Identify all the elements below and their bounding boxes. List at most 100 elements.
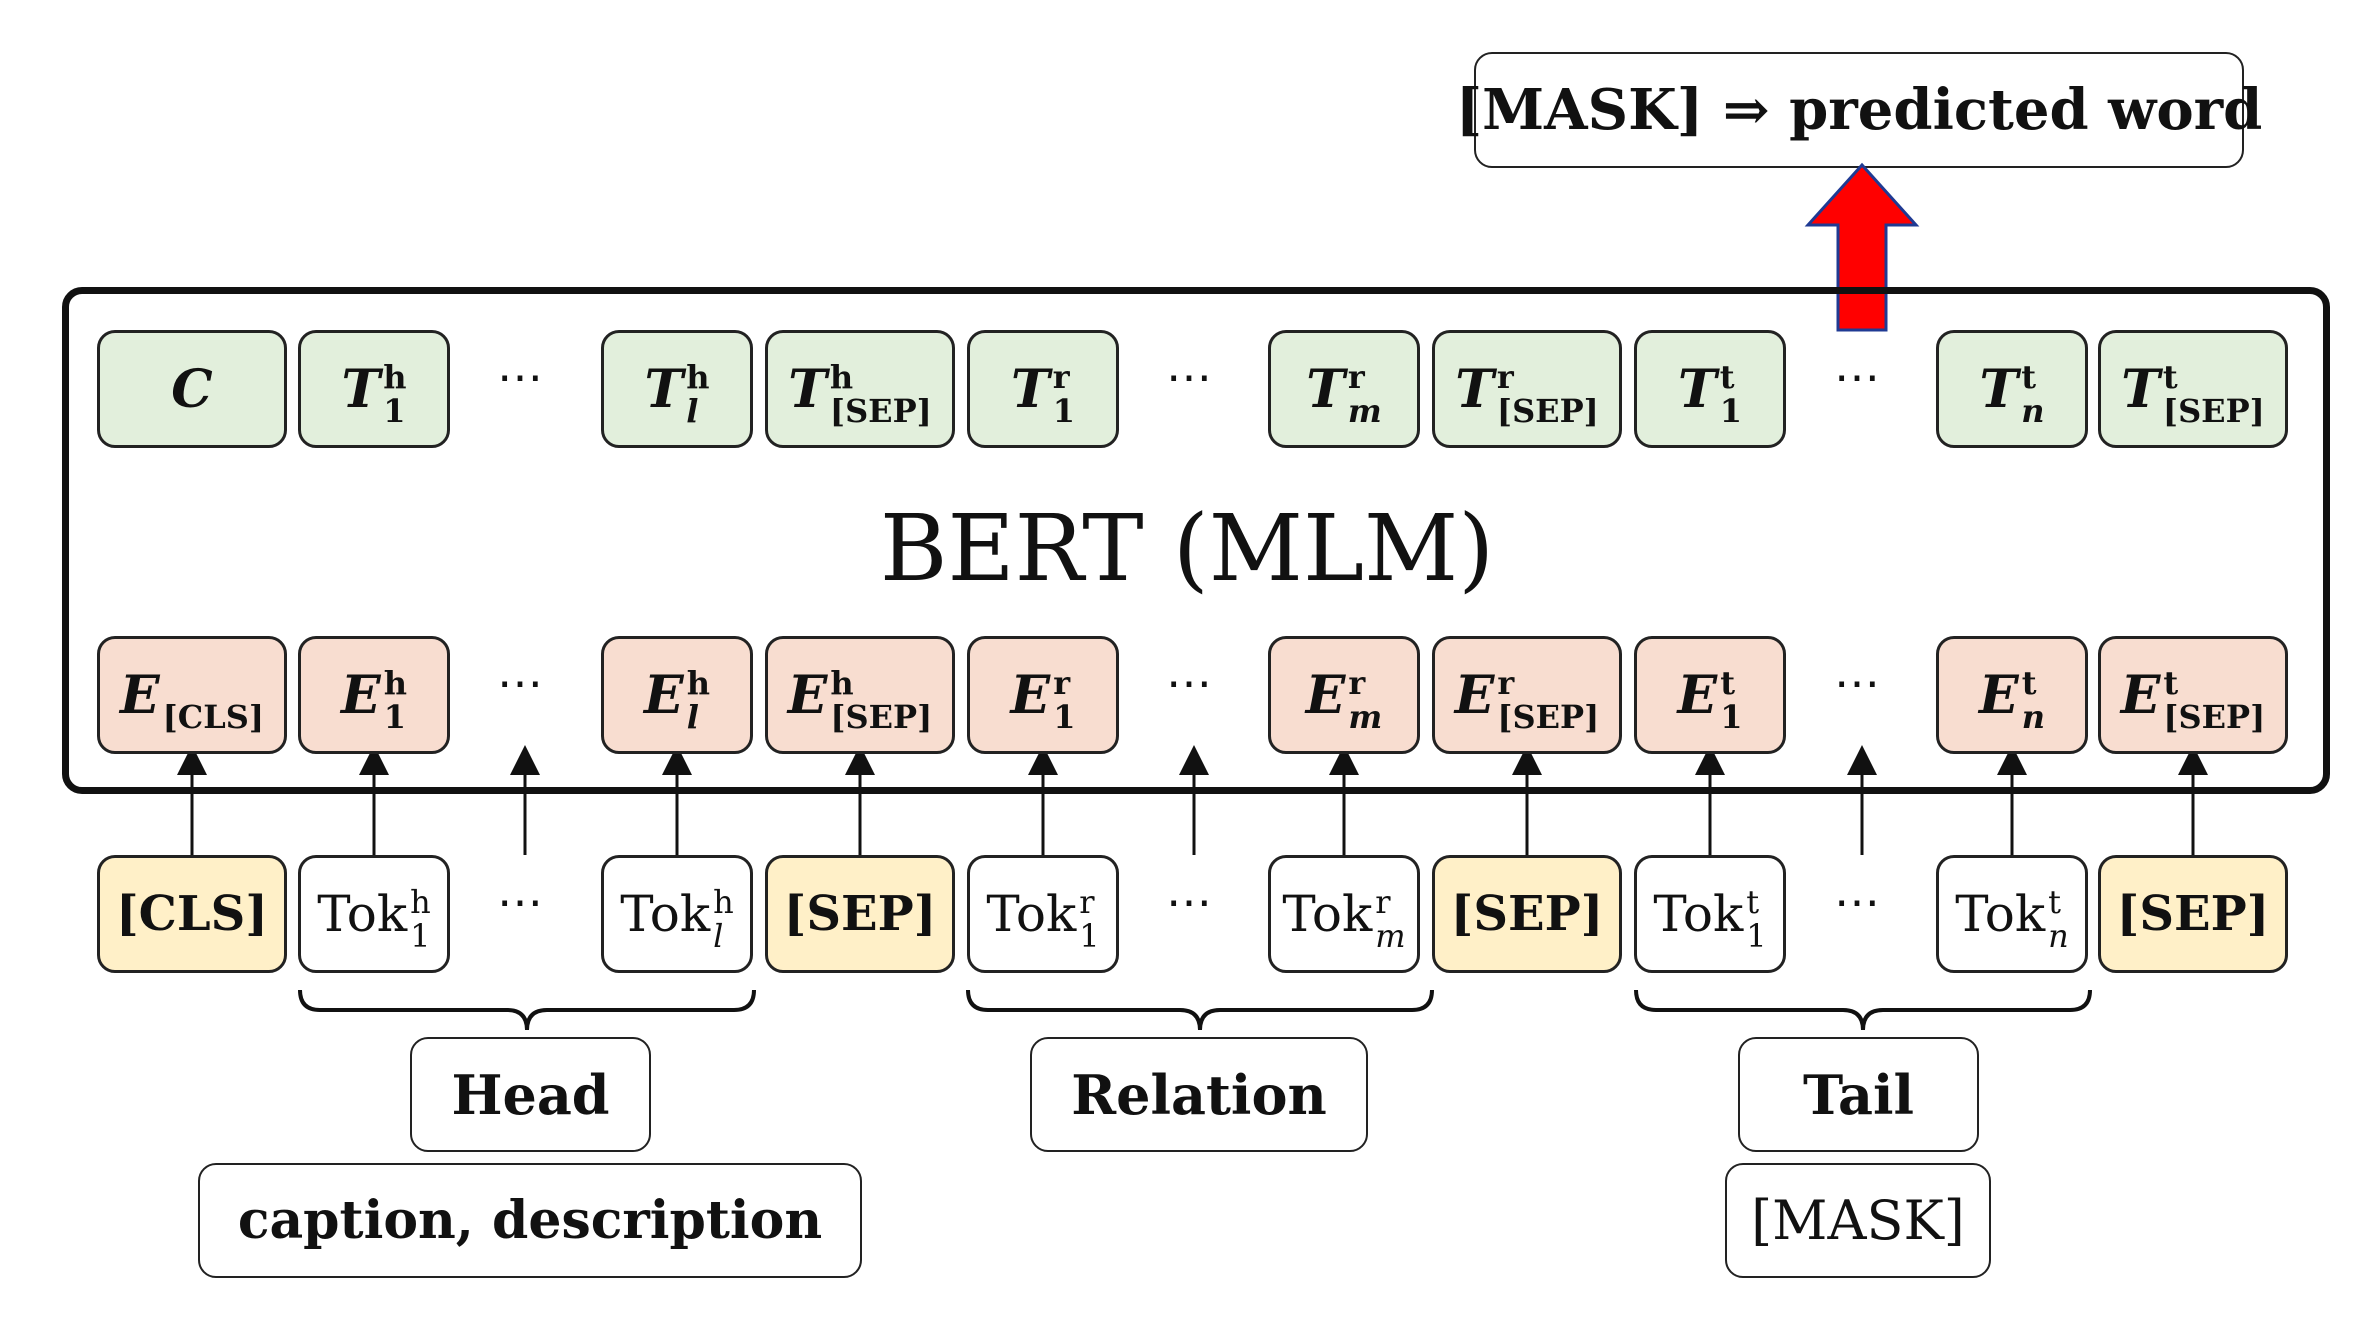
special-token-1: [CLS] xyxy=(97,855,287,973)
token-text: [SEP] xyxy=(2116,886,2270,942)
output-vector-symbol: T xyxy=(1306,358,1345,420)
relation-label-text: Relation xyxy=(1071,1062,1327,1127)
token-text: Tok xyxy=(620,885,711,943)
embedding-symbol: E xyxy=(341,664,381,726)
output-vector-symbol: T xyxy=(644,358,684,420)
special-token-4: [SEP] xyxy=(765,855,955,973)
token-8: Tok t 1 xyxy=(1634,855,1786,973)
embedding-indices: h [SEP] xyxy=(830,664,933,736)
token-9: Tok t n xyxy=(1936,855,2088,973)
output-vector-indices: t [SEP] xyxy=(2162,358,2265,430)
ellipsis: ⋯ xyxy=(497,656,549,710)
ellipsis: ⋯ xyxy=(1834,875,1886,929)
output-vector-indices: h [SEP] xyxy=(829,358,932,430)
ellipsis: ⋯ xyxy=(497,875,549,929)
token-5: Tok r 1 xyxy=(967,855,1119,973)
token-6: Tok r m xyxy=(1268,855,1420,973)
tail-detail-text: [MASK] xyxy=(1751,1189,1965,1252)
output-box: [MASK] ⇒ predicted word xyxy=(1456,52,2262,168)
output-vector-1: C xyxy=(97,330,287,448)
embedding-symbol: E xyxy=(1454,664,1495,726)
output-vector-symbol: T xyxy=(788,358,827,420)
token-text: Tok xyxy=(317,885,408,943)
token-text: Tok xyxy=(1282,885,1373,943)
ellipsis: ⋯ xyxy=(1166,875,1218,929)
embedding-indices: r [SEP] xyxy=(1497,664,1600,736)
embedding-symbol: E xyxy=(1305,664,1346,726)
token-text: Tok xyxy=(1653,885,1744,943)
token-text: Tok xyxy=(1955,885,2046,943)
embedding-symbol: E xyxy=(1010,664,1051,726)
prediction-arrow xyxy=(1804,162,1920,332)
token-2: Tok h 1 xyxy=(298,855,450,973)
head-label: Head xyxy=(410,1037,651,1152)
embedding-symbol: E xyxy=(120,664,160,726)
bert-model-frame xyxy=(62,287,2330,794)
output-vector-symbol: T xyxy=(1678,358,1717,420)
embedding-symbol: E xyxy=(1677,664,1718,726)
segment-brace xyxy=(966,989,1434,1031)
segment-brace xyxy=(1634,989,2092,1031)
token-arrows xyxy=(177,745,2208,855)
output-vector-symbol: C xyxy=(171,358,213,420)
ellipsis: ⋯ xyxy=(1166,350,1218,404)
token-text: [SEP] xyxy=(783,886,937,942)
segment-braces xyxy=(298,989,2092,1031)
tail-detail: [MASK] xyxy=(1725,1163,1991,1278)
token-text: [CLS] xyxy=(115,886,269,942)
output-vector-symbol: T xyxy=(341,358,381,420)
output-vector-indices: r [SEP] xyxy=(1496,358,1599,430)
embedding-symbol: E xyxy=(2120,664,2161,726)
output-vector-symbol: T xyxy=(1979,358,2019,420)
embedding-1: E [CLS] xyxy=(97,636,287,754)
tail-label-text: Tail xyxy=(1802,1062,1915,1127)
output-vector-symbol: T xyxy=(1455,358,1494,420)
token-text: Tok xyxy=(986,885,1077,943)
special-token-10: [SEP] xyxy=(2098,855,2288,973)
output-vector-symbol: T xyxy=(2121,358,2160,420)
special-token-7: [SEP] xyxy=(1432,855,1622,973)
segment-brace xyxy=(298,989,756,1031)
ellipsis: ⋯ xyxy=(497,350,549,404)
ellipsis: ⋯ xyxy=(1834,350,1886,404)
output-label: [MASK] ⇒ predicted word xyxy=(1455,77,2263,143)
output-vector-symbol: T xyxy=(1011,358,1050,420)
embedding-symbol: E xyxy=(1979,664,2019,726)
head-detail-text: caption, description xyxy=(237,1190,823,1251)
embedding-indices: t [SEP] xyxy=(2163,664,2266,736)
embedding-symbol: E xyxy=(644,664,684,726)
token-3: Tok h l xyxy=(601,855,753,973)
model-label: BERT (MLM) xyxy=(879,495,1495,602)
